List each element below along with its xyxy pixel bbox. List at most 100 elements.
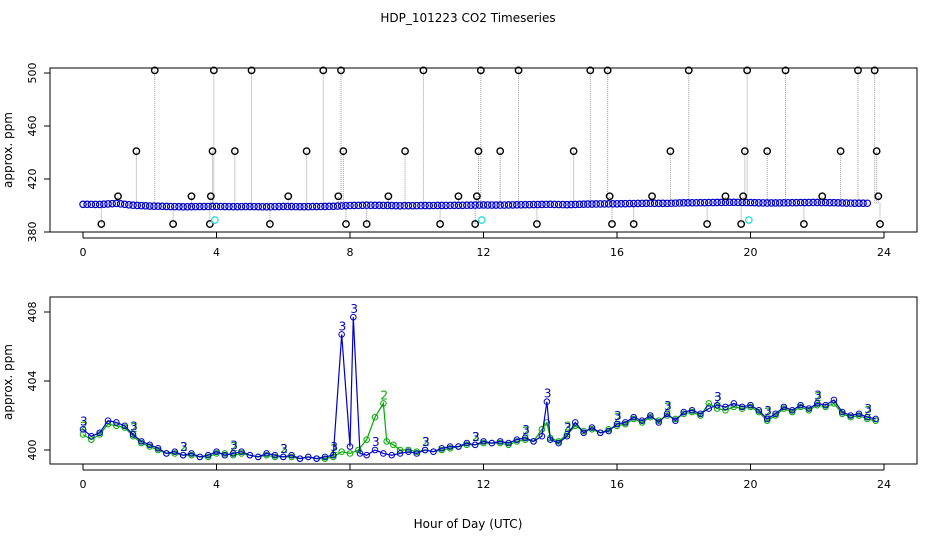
series-2-point: [346, 450, 354, 457]
top-baseline-point: [688, 198, 696, 207]
top-baseline-point: [700, 198, 709, 207]
series-3-point: [780, 403, 788, 411]
top-baseline-point: [183, 202, 192, 211]
bottom-y-tick-label: 408: [26, 302, 39, 323]
top-flagged-points: [210, 216, 753, 224]
series-3-point: [154, 444, 162, 452]
series-3-marker-label: 3: [472, 430, 480, 444]
series-3-point: [496, 438, 504, 445]
series-3-point: [430, 448, 437, 456]
top-baseline-point: [675, 199, 684, 207]
series-3-point: [872, 415, 879, 423]
series-3-point: [805, 405, 813, 412]
top-outlier-point: [739, 192, 748, 201]
bottom-x-tick-label: 4: [213, 478, 220, 491]
top-baseline-point: [492, 201, 500, 209]
top-x-tick-label: 16: [610, 246, 624, 259]
series-3-point: [421, 446, 429, 454]
top-baseline-point: [642, 199, 651, 208]
series-3-point: [288, 451, 295, 459]
top-baseline-point: [208, 202, 217, 211]
top-x-tick-label: 12: [477, 246, 491, 259]
top-baseline-point: [834, 199, 842, 207]
series-3-point: [605, 427, 612, 435]
series-3-point: [246, 451, 254, 459]
top-baseline-series: [79, 198, 872, 211]
top-baseline-point: [396, 201, 404, 210]
top-baseline-point: [204, 202, 212, 211]
top-baseline-point: [79, 200, 87, 209]
top-baseline-point: [755, 198, 763, 207]
top-baseline-point: [275, 202, 283, 211]
top-outlier-point: [362, 220, 371, 228]
top-baseline-point: [375, 201, 384, 210]
top-baseline-point: [563, 200, 571, 209]
top-baseline-point: [538, 200, 546, 209]
top-baseline-point: [830, 198, 838, 207]
top-outlier-point: [419, 66, 428, 75]
series-3-point: [313, 455, 320, 462]
series-2-marker-label: 2: [422, 435, 430, 449]
top-baseline-point: [800, 198, 809, 207]
series-3-point: [747, 401, 754, 409]
top-outlier-point: [836, 147, 845, 156]
top-baseline-point: [713, 198, 721, 207]
top-outlier-point: [496, 147, 505, 156]
top-baseline-point: [471, 201, 479, 209]
top-baseline-point: [346, 201, 354, 210]
top-baseline-point: [638, 199, 646, 208]
top-baseline-point: [129, 201, 137, 210]
top-baseline-point: [709, 198, 717, 207]
series-3-point: [438, 444, 446, 452]
top-baseline-point: [659, 199, 667, 208]
top-outlier-point: [209, 66, 218, 75]
top-outlier-point: [603, 66, 612, 75]
top-baseline-point: [763, 199, 771, 207]
series-3-point: [338, 331, 345, 338]
series-3-marker-label: 3: [564, 421, 572, 435]
series-3-point: [188, 450, 195, 457]
series-2-marker-label: 2: [714, 394, 722, 408]
top-baseline-point: [333, 202, 342, 210]
top-baseline-point: [663, 199, 671, 208]
series-3-point: [738, 403, 746, 411]
series-3-point: [196, 453, 204, 461]
series-3-marker-label: 3: [180, 440, 188, 454]
top-outlier-point: [208, 147, 217, 156]
top-baseline-point: [579, 200, 588, 208]
top-outlier-point: [874, 192, 883, 201]
series-3-point: [238, 448, 245, 456]
top-outlier-point: [781, 66, 790, 75]
top-baseline-point: [846, 199, 855, 207]
top-baseline-point: [592, 200, 600, 208]
series-2-marker-label: 2: [814, 390, 822, 404]
top-baseline-point: [463, 201, 471, 210]
top-outlier-point: [605, 192, 614, 201]
top-x-tick-label: 24: [877, 246, 891, 259]
series-3-marker-label: 3: [814, 388, 822, 402]
series-3-point: [705, 405, 713, 412]
series-3-point: [263, 450, 270, 457]
top-x-tick-label: 8: [347, 246, 354, 259]
top-baseline-point: [254, 202, 263, 211]
top-baseline-point: [742, 198, 751, 207]
top-baseline-point: [225, 202, 233, 211]
top-baseline-point: [442, 201, 450, 210]
top-baseline-point: [788, 198, 797, 207]
series-2-marker-label: 2: [230, 440, 238, 454]
top-baseline-point: [100, 200, 108, 208]
top-baseline-point: [83, 200, 91, 209]
top-baseline-point: [300, 202, 308, 211]
series-3-point: [296, 455, 304, 462]
top-baseline-point: [855, 199, 863, 207]
top-baseline-point: [137, 201, 146, 210]
series-3-marker-label: 3: [350, 302, 358, 316]
series-3-point: [521, 434, 529, 442]
top-outlier-point: [514, 66, 523, 75]
top-baseline-point: [621, 199, 630, 208]
series-3-point: [171, 448, 179, 456]
series-3-point: [788, 407, 796, 414]
top-baseline-point: [362, 201, 371, 210]
top-baseline-point: [408, 201, 417, 210]
